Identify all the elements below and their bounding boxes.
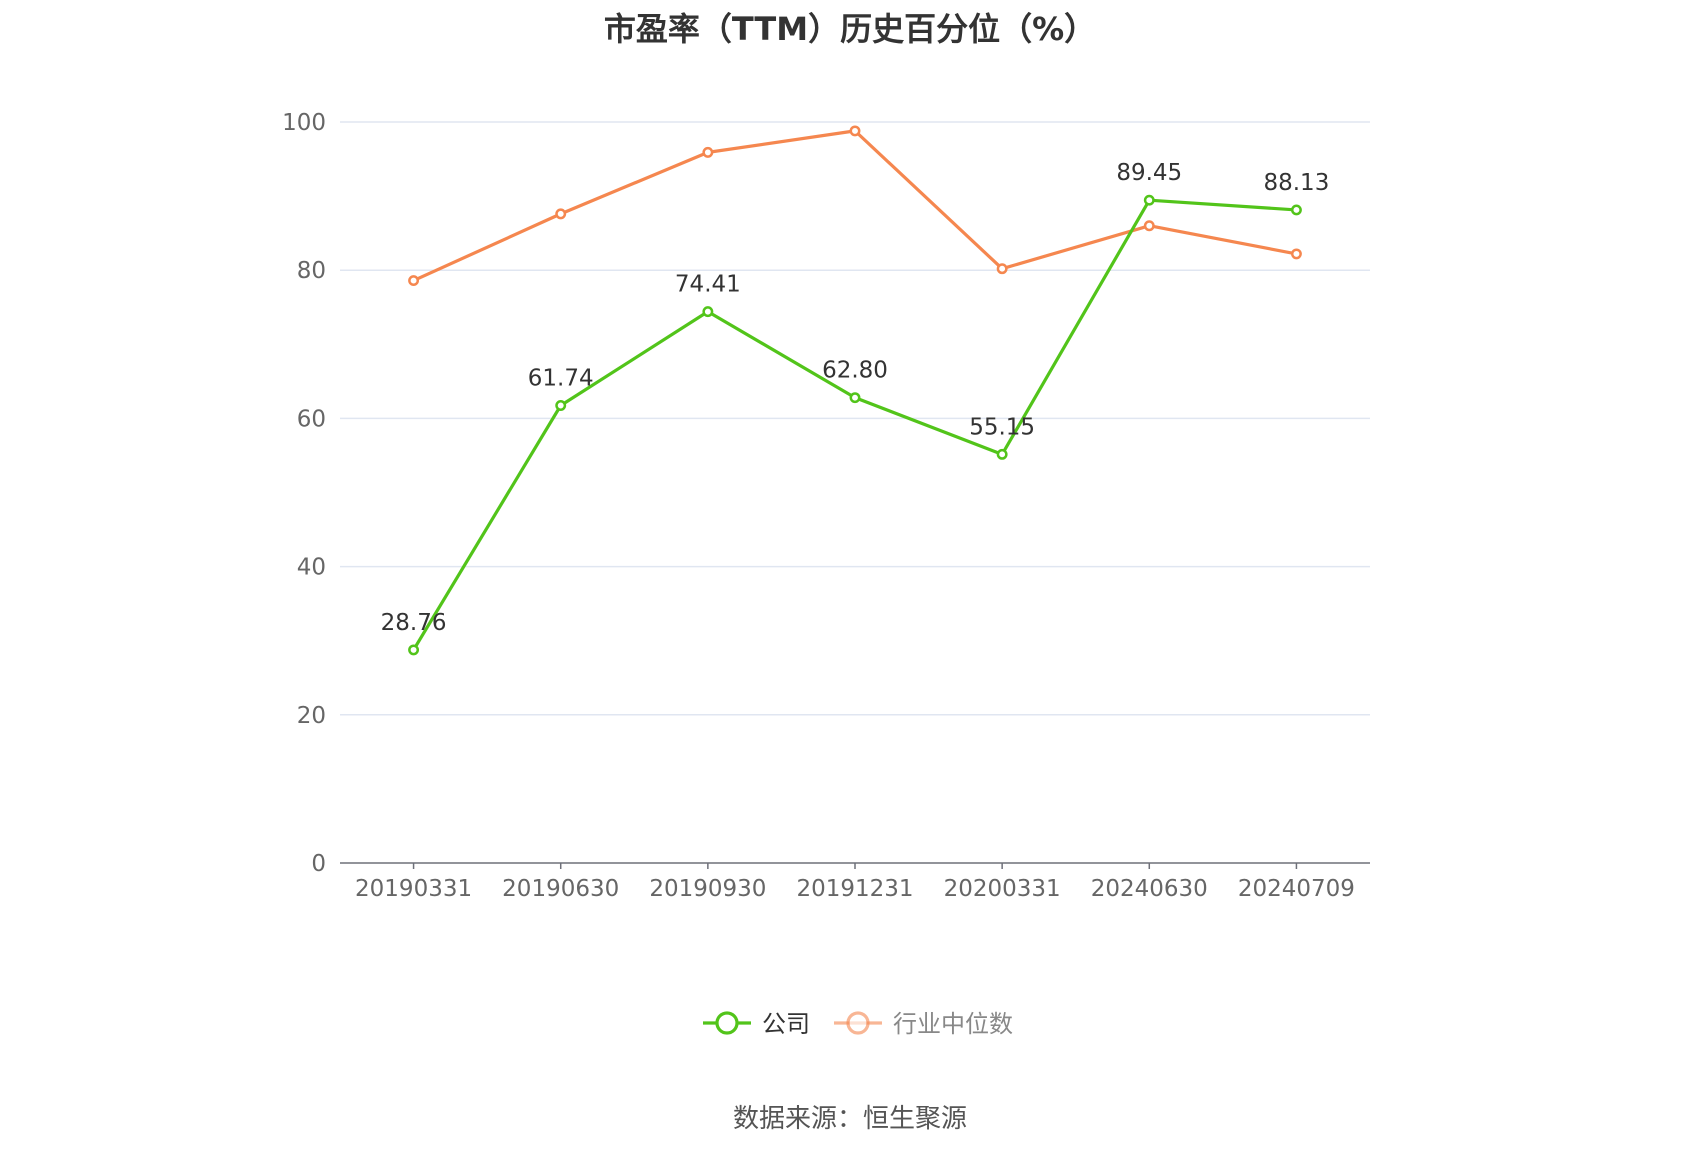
x-axis: 20190331 20190630 20190930 20191231 20200331…	[340, 862, 1370, 902]
chart-title: 市盈率（TTM）历史百分位（%）	[603, 10, 1097, 48]
data-point	[702, 146, 714, 158]
legend-label: 行业中位数	[893, 1010, 1013, 1038]
y-tick-label: 80	[297, 258, 326, 284]
data-point	[1290, 204, 1302, 216]
x-tick-label: 20191231	[796, 876, 913, 902]
series-line-0	[412, 198, 1297, 651]
y-tick-label: 100	[282, 110, 326, 136]
data-label: 61.74	[528, 366, 594, 392]
data-label: 55.15	[969, 414, 1035, 440]
data-point	[849, 125, 861, 137]
x-tick-label: 20240630	[1091, 876, 1208, 902]
data-point	[408, 644, 420, 656]
legend-marker	[715, 1011, 739, 1035]
data-point	[1143, 194, 1155, 206]
series-line-1	[412, 129, 1297, 283]
legend[interactable]: 公司 行业中位数	[703, 1010, 1013, 1038]
data-label: 89.45	[1116, 160, 1182, 186]
data-point	[1143, 220, 1155, 232]
x-tick-label: 20190630	[502, 876, 619, 902]
series	[408, 125, 1302, 656]
data-point	[555, 208, 567, 220]
data-label: 28.76	[381, 610, 447, 636]
y-tick-label: 0	[311, 851, 326, 877]
source-note: 数据来源：恒生聚源	[732, 1104, 967, 1134]
data-point	[408, 275, 420, 287]
x-tick-label: 20240709	[1238, 876, 1355, 902]
x-tick-label: 20190331	[355, 876, 472, 902]
data-point	[555, 400, 567, 411]
data-point	[849, 392, 861, 404]
x-tick-label: 20190930	[649, 876, 766, 902]
legend-marker	[846, 1011, 870, 1035]
x-tick-label: 20200331	[944, 876, 1061, 902]
data-point	[702, 306, 714, 318]
data-point	[996, 263, 1008, 275]
y-tick-label: 40	[297, 555, 326, 581]
grid-lines	[340, 121, 1370, 716]
data-point	[996, 448, 1008, 460]
data-point	[1290, 248, 1302, 260]
data-label: 62.80	[822, 358, 888, 384]
legend-label: 公司	[762, 1010, 810, 1038]
legend-item[interactable]: 公司	[703, 1010, 810, 1038]
y-tick-label: 20	[297, 703, 326, 729]
data-label: 74.41	[675, 272, 741, 298]
data-labels: 28.76 61.74 74.41 62.80 55.15 89.45 88.13	[381, 160, 1330, 636]
y-axis: 0 20 40 60 80 100	[282, 110, 326, 877]
y-tick-label: 60	[297, 406, 326, 432]
data-label: 88.13	[1263, 170, 1329, 196]
legend-item[interactable]: 行业中位数	[834, 1010, 1013, 1038]
